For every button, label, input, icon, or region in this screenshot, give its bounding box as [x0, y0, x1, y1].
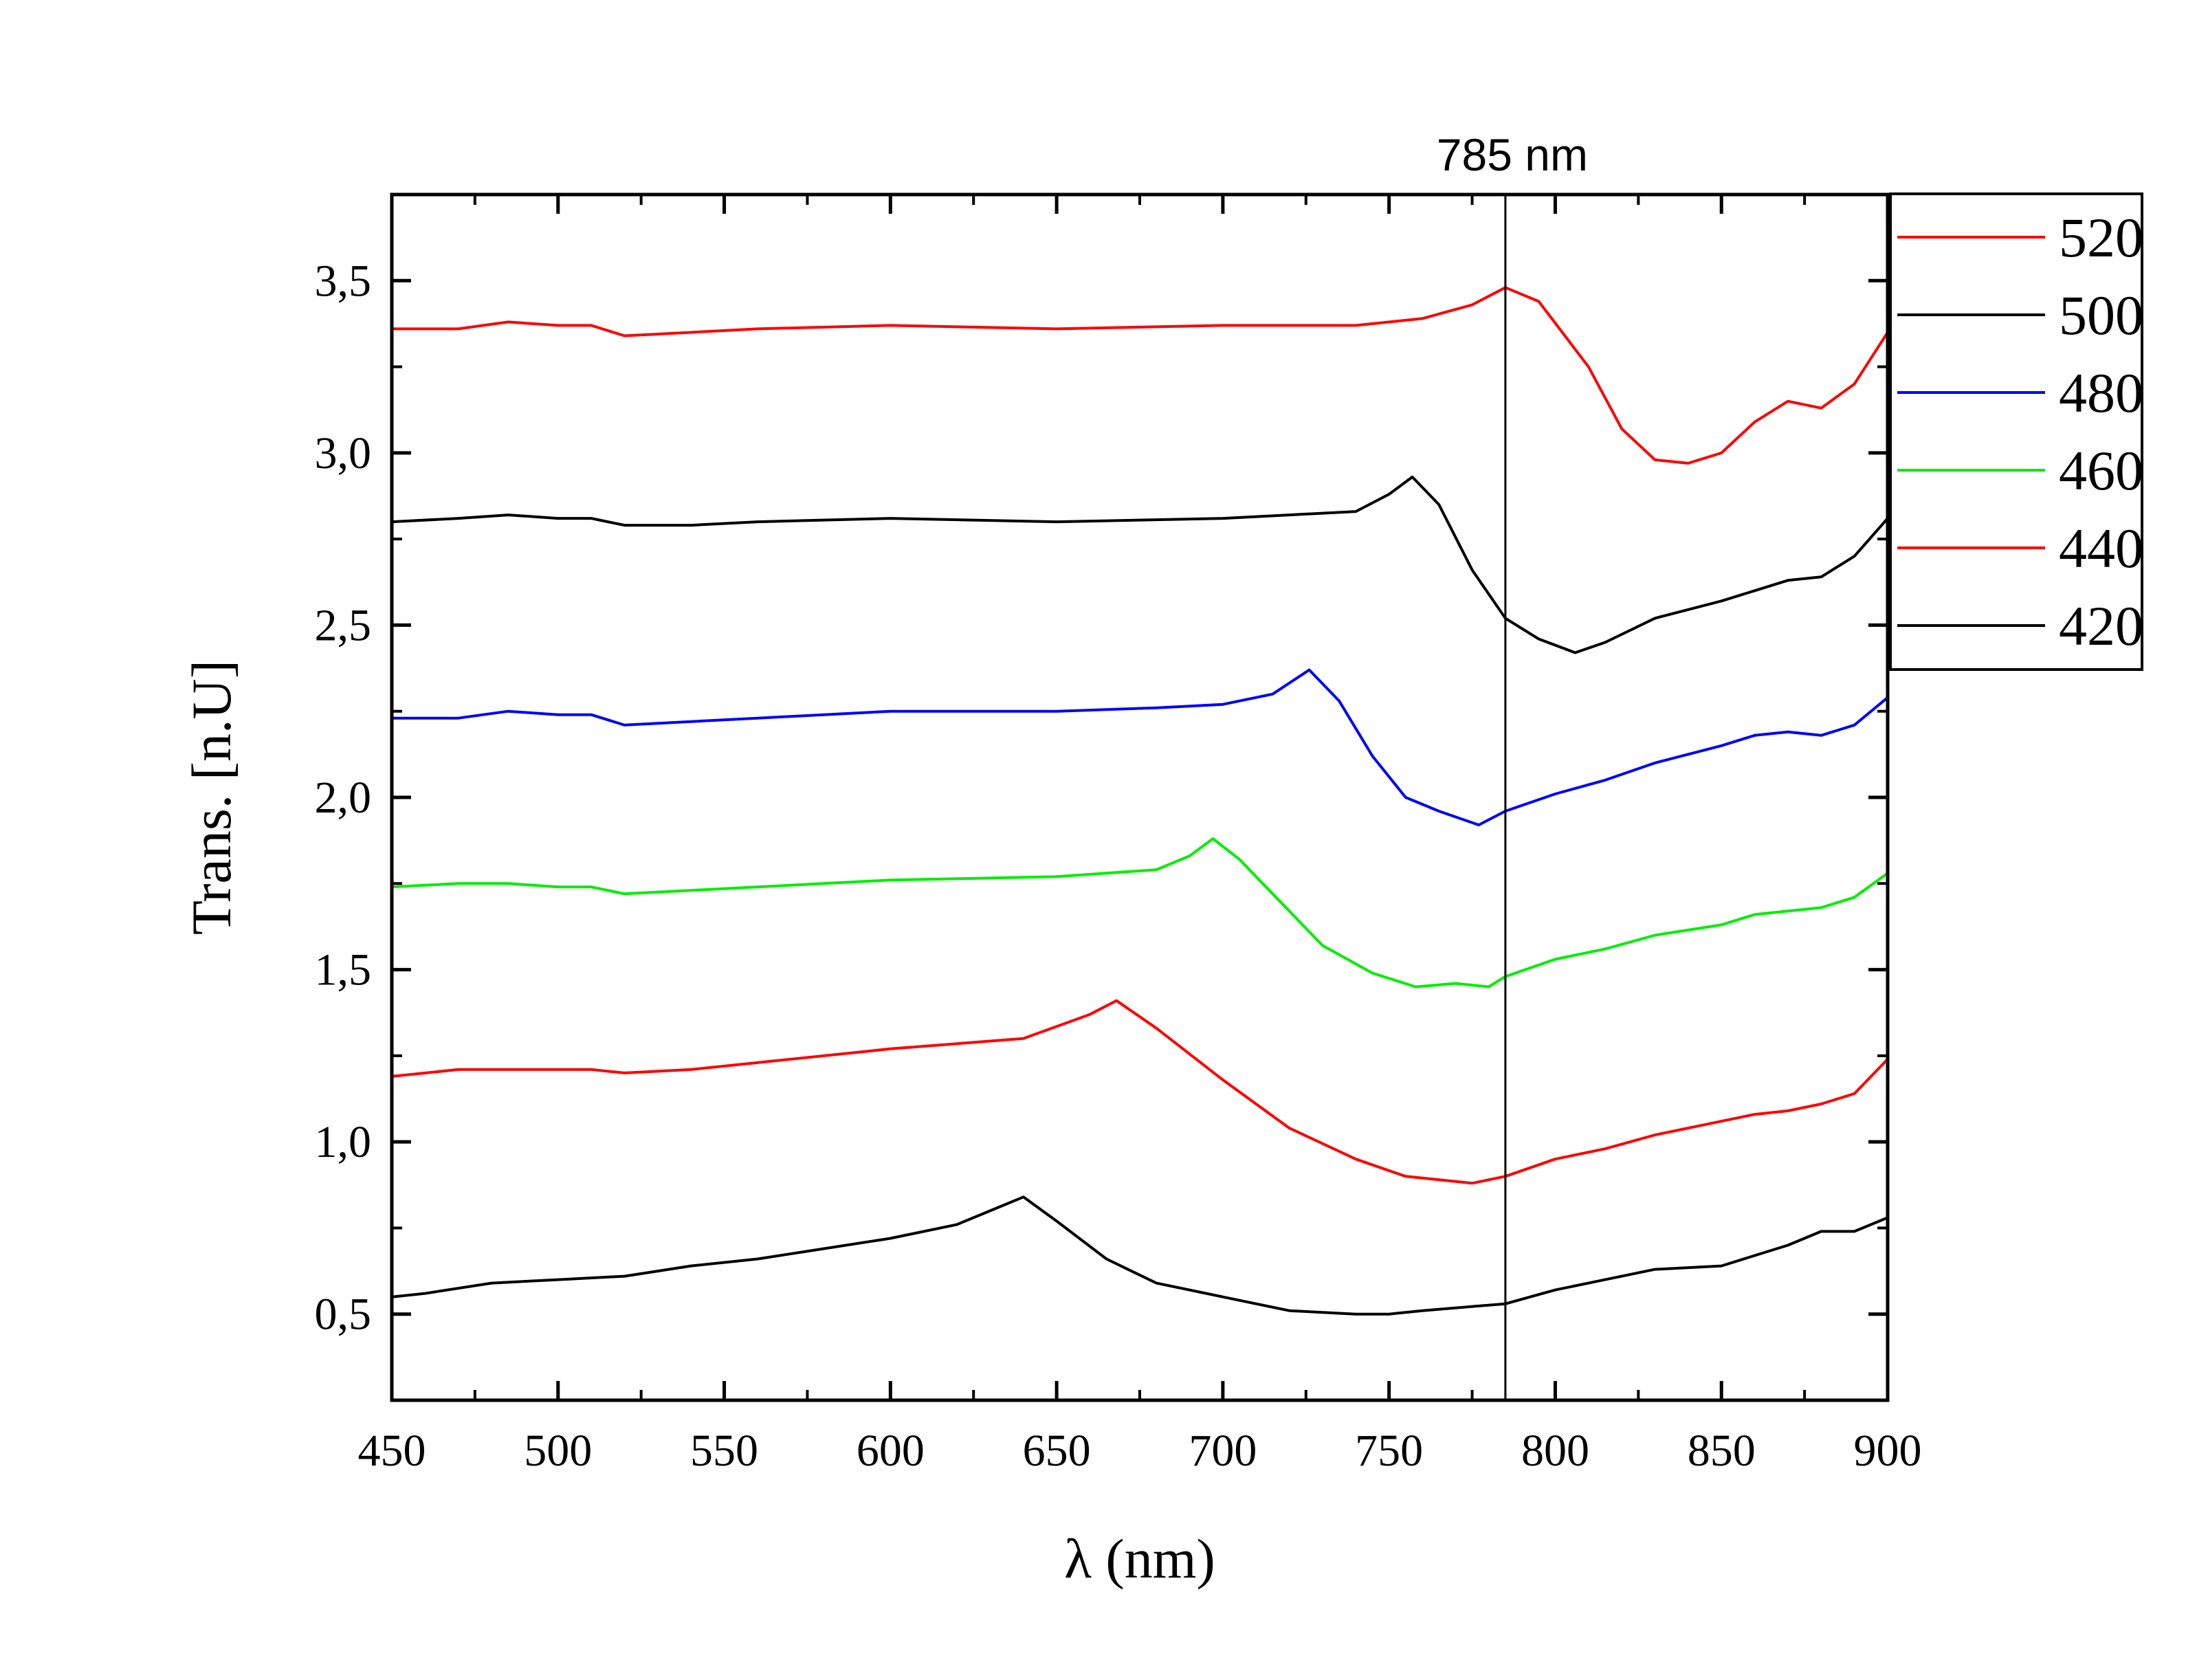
y-tick-label: 2,0: [315, 773, 372, 823]
y-tick-label: 3,0: [315, 428, 372, 478]
series-line-500-1: [391, 475, 1889, 654]
y-tick-label: 0,5: [315, 1290, 372, 1340]
x-tick-label: 850: [1688, 1426, 1756, 1476]
x-tick-label: 500: [524, 1426, 592, 1476]
y-tick-label: 3,5: [315, 256, 372, 306]
series-line-440-4: [391, 999, 1889, 1185]
y-tick-label: 1,5: [315, 945, 372, 995]
x-tick-label: 900: [1854, 1426, 1922, 1476]
y-axis-title: Trans. [n.U]: [180, 660, 243, 935]
legend-box: [1889, 192, 2143, 671]
series-line-420-5: [391, 1195, 1888, 1316]
annotation-layer: 785 nm: [1437, 129, 1588, 1400]
x-axis-title: λ (nm): [1064, 1527, 1215, 1590]
x-tick-label: 800: [1521, 1426, 1589, 1476]
series-line-460-3: [391, 837, 1889, 988]
legend-label: 480: [2059, 362, 2143, 424]
x-tick-label: 450: [358, 1426, 426, 1476]
x-tick-label: 550: [690, 1426, 758, 1476]
x-tick-label: 750: [1355, 1426, 1423, 1476]
x-axis: 450 500 550 600 650 700 750 800 850 900: [358, 195, 1922, 1476]
legend-label: 500: [2059, 284, 2143, 346]
legend-label: 440: [2059, 517, 2143, 579]
series-line-480-2: [392, 668, 1889, 827]
y-tick-label: 2,5: [315, 600, 372, 650]
x-tick-label: 700: [1189, 1426, 1257, 1476]
legend: 520 500 480 460 440 420: [1889, 192, 2143, 671]
legend-label: 460: [2059, 439, 2143, 502]
series-layer: [391, 286, 1889, 1316]
annotation-label: 785 nm: [1437, 129, 1588, 180]
legend-label: 520: [2059, 206, 2143, 269]
y-axis: 0,5 1,0 1,5 2,0 2,5 3,0 3,5: [315, 193, 1888, 1402]
y-tick-label: 1,0: [315, 1117, 372, 1167]
x-tick-label: 650: [1023, 1426, 1091, 1476]
series-line-520-0: [392, 286, 1889, 465]
legend-label: 420: [2059, 595, 2143, 657]
x-tick-label: 600: [857, 1426, 925, 1476]
